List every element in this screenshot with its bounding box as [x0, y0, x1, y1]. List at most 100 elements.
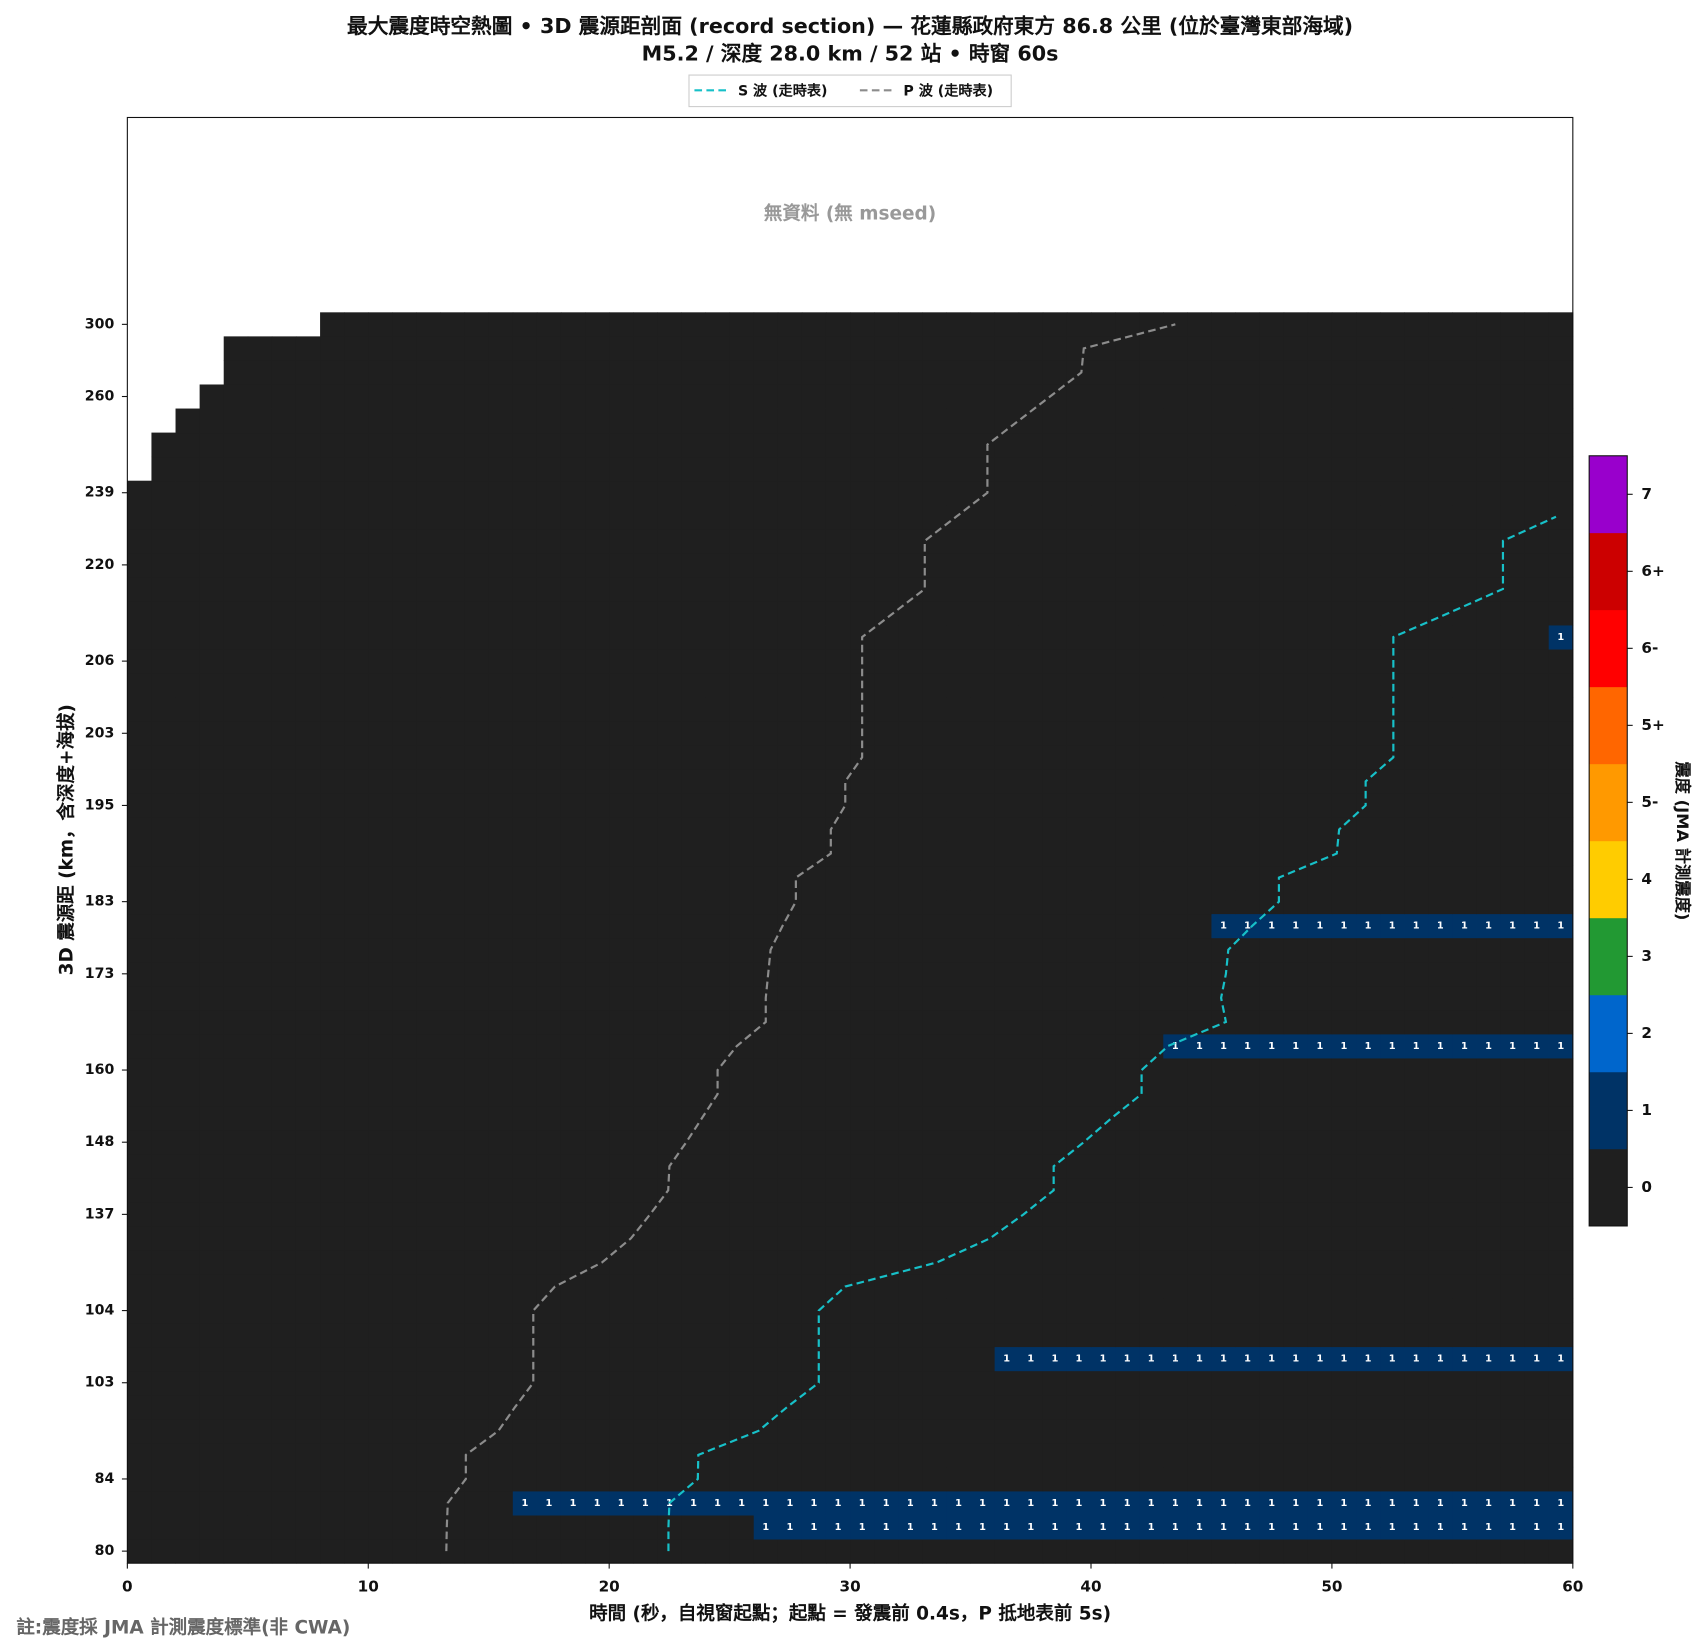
heat-cell [1163, 649, 1188, 674]
heat-cell [681, 1539, 706, 1564]
heat-cell [681, 1178, 706, 1203]
heat-cell [1452, 1058, 1477, 1083]
heat-cell [223, 1250, 249, 1275]
heat-cell [1380, 456, 1405, 482]
heat-cell [753, 1298, 779, 1324]
chart-subtitle: M5.2 / 深度 28.0 km / 52 站 • 時窗 60s [642, 41, 1059, 65]
heat-cell [1307, 865, 1333, 891]
heat-cell [633, 817, 658, 842]
heat-cell [199, 1490, 225, 1516]
heat-cell [994, 841, 1020, 867]
heat-cell [1524, 528, 1550, 554]
heat-cell [368, 1033, 393, 1059]
heat-cell [777, 1130, 803, 1155]
heat-cell [1428, 384, 1453, 409]
heat-cell [320, 1130, 345, 1155]
heat-cell [1187, 1033, 1212, 1059]
heat-cell [657, 865, 682, 891]
heat-cell [801, 985, 827, 1011]
heat-cell [1139, 1274, 1164, 1299]
heat-cell [777, 1033, 803, 1059]
colorbar-swatch [1589, 1071, 1628, 1150]
heat-cell [536, 1490, 562, 1516]
heat-cell [801, 721, 827, 746]
heat-cell [777, 432, 803, 458]
heat-cell [295, 480, 321, 506]
heat-cell [705, 1226, 731, 1251]
heat-cell [1091, 528, 1116, 554]
heat-cell [1404, 1154, 1429, 1179]
heat-cell [874, 1394, 899, 1420]
heat-cell [295, 576, 321, 602]
heat-cell [464, 528, 490, 554]
heat-cell [247, 360, 273, 385]
heat-cell [1115, 1033, 1140, 1059]
colorbar-swatch [1589, 686, 1628, 765]
heat-cell [1139, 360, 1164, 385]
heat-cell [1380, 1466, 1405, 1492]
heat-cell [1115, 1178, 1140, 1203]
heat-cell [970, 937, 996, 963]
heat-cell [1091, 865, 1116, 891]
heat-cell [1115, 1442, 1140, 1468]
heat-cell [175, 1370, 201, 1396]
heat-cell [681, 745, 706, 770]
heat-cell [344, 456, 369, 482]
heat-cell [344, 1226, 369, 1251]
heat-cell [1259, 1250, 1285, 1275]
heat-cell [633, 1346, 658, 1372]
cell-label: 1 [1365, 1522, 1372, 1533]
heat-cell [705, 1154, 731, 1179]
heat-cell [609, 360, 634, 385]
cell-label: 1 [1413, 1498, 1420, 1509]
heat-cell [681, 769, 706, 794]
heat-cell [1187, 1298, 1212, 1324]
heat-cell [151, 985, 176, 1011]
heat-cell [898, 384, 923, 409]
heat-cell [1500, 985, 1526, 1011]
heat-cell [1307, 600, 1333, 626]
heat-cell [1500, 312, 1526, 337]
heat-cell [850, 456, 875, 482]
heat-cell [1500, 745, 1526, 770]
heat-cell [1018, 937, 1044, 963]
cell-label: 1 [1413, 1522, 1420, 1533]
heat-cell [368, 1202, 393, 1227]
heat-cell [1115, 1515, 1140, 1540]
heat-cell [681, 480, 706, 506]
heat-cell [1163, 1202, 1188, 1227]
heat-cell [1404, 721, 1429, 746]
cell-label: 1 [1437, 1041, 1444, 1052]
heat-cell [223, 432, 249, 458]
heat-cell [609, 1322, 634, 1348]
heat-cell [1187, 985, 1212, 1011]
heat-cell [850, 480, 875, 506]
heat-cell [1524, 985, 1550, 1011]
heat-cell [825, 600, 851, 626]
heat-cell [801, 841, 827, 867]
cell-label: 1 [907, 1522, 914, 1533]
heat-cell [705, 793, 731, 818]
heat-cell [777, 673, 803, 698]
heat-cell [657, 1394, 682, 1420]
cell-label: 1 [955, 1522, 962, 1533]
heat-cell [874, 1515, 899, 1540]
heat-cell [440, 961, 466, 987]
heat-cell [1380, 1370, 1405, 1396]
heat-cell [1500, 432, 1526, 458]
heat-cell [801, 552, 827, 578]
heat-cell [440, 889, 466, 915]
heat-cell [1500, 769, 1526, 794]
heat-cell [175, 1106, 201, 1131]
heat-cell [416, 1274, 441, 1299]
heat-cell [271, 1418, 297, 1444]
heat-cell [850, 1490, 875, 1516]
heat-cell [777, 961, 803, 987]
heat-cell [657, 697, 682, 722]
heat-cell [1331, 336, 1357, 361]
heat-cell [1500, 793, 1526, 818]
heat-cell [536, 961, 562, 987]
heat-cell [392, 1202, 417, 1227]
heat-cell [729, 817, 755, 842]
heat-cell [898, 1154, 923, 1179]
